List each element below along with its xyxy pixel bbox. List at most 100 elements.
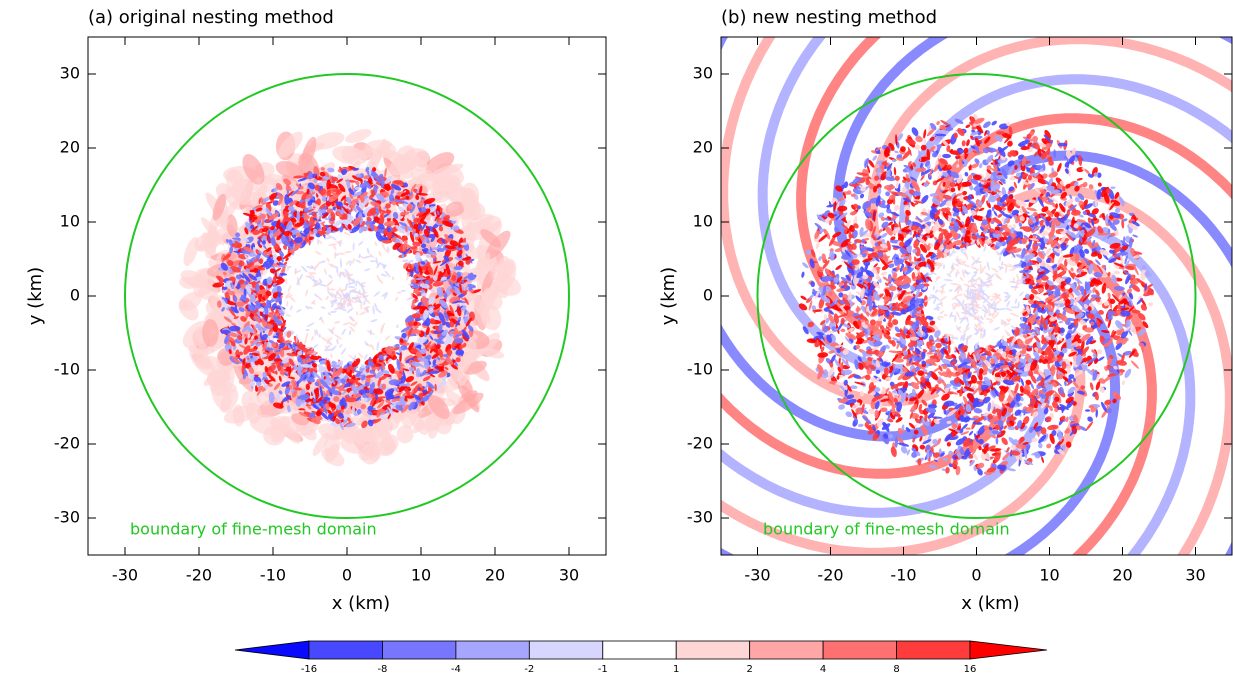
field-blob <box>370 260 376 262</box>
field-blob <box>378 250 382 256</box>
field-blob <box>286 301 288 307</box>
field-blob <box>356 311 359 316</box>
field-blob <box>348 286 355 289</box>
field-blob <box>1114 270 1121 275</box>
x-tick-label: -30 <box>112 566 138 585</box>
field-blob <box>326 257 330 262</box>
field-blob <box>366 248 370 255</box>
field-blob <box>375 307 383 314</box>
field-blob <box>1097 356 1105 362</box>
field-blob <box>1085 409 1090 412</box>
field-blob <box>364 268 371 272</box>
y-tick-label: 0 <box>70 286 80 305</box>
field-blob <box>1070 267 1074 272</box>
field-blob <box>349 330 352 335</box>
field-blob <box>305 329 310 331</box>
x-axis-label: x (km) <box>332 593 390 614</box>
x-tick-label: -10 <box>260 566 286 585</box>
field-blob <box>339 343 343 348</box>
field-blob <box>327 279 334 286</box>
field-blob <box>396 425 413 443</box>
field-blob <box>334 333 343 340</box>
field-blob <box>360 179 362 184</box>
field-blob <box>341 328 347 336</box>
field-blob <box>344 250 352 253</box>
field-blob <box>323 268 327 275</box>
y-axis-label: y (km) <box>25 267 46 325</box>
field-blob <box>334 251 337 259</box>
field-blob <box>305 332 309 338</box>
field-blob <box>370 343 376 350</box>
field-blob <box>964 172 969 177</box>
x-tick-label: 20 <box>485 566 505 585</box>
field-blob <box>310 335 314 341</box>
field-blob <box>1038 443 1043 449</box>
field-blob <box>1045 443 1052 450</box>
field-blob <box>1110 187 1115 189</box>
field-blob <box>363 300 366 305</box>
field-blob <box>397 291 402 294</box>
field-blob <box>372 305 375 315</box>
x-tick-label: -20 <box>186 566 212 585</box>
field-blob <box>370 330 372 335</box>
field-blob <box>996 437 999 445</box>
field-blob <box>304 336 308 345</box>
field-blob <box>384 335 391 341</box>
field-blob <box>376 341 380 351</box>
field-blob <box>396 324 399 329</box>
field-blob <box>340 347 347 355</box>
field-blob <box>1056 162 1063 173</box>
field <box>612 0 1233 666</box>
field-blob <box>968 430 974 436</box>
field-blob <box>286 314 292 317</box>
field-blob <box>923 129 927 139</box>
field-blob <box>289 305 293 311</box>
field-blob <box>817 352 828 358</box>
x-tick-label: 10 <box>411 566 431 585</box>
field-blob <box>965 139 970 147</box>
y-tick-label: -30 <box>54 508 80 527</box>
field-blob <box>346 307 354 314</box>
field-blob <box>296 308 302 313</box>
field-blob <box>363 354 368 361</box>
field <box>174 126 524 470</box>
x-tick-label: 0 <box>342 566 352 585</box>
field-blob <box>358 253 361 258</box>
field-blob <box>402 259 408 263</box>
field-blob <box>285 278 288 284</box>
field-blob <box>330 311 337 314</box>
field-blob <box>359 310 368 316</box>
field-blob <box>287 284 292 292</box>
field-blob <box>352 258 356 264</box>
field-blob <box>321 306 326 309</box>
field-blob <box>327 286 329 291</box>
field-blob <box>993 210 998 217</box>
field-blob <box>946 442 951 447</box>
field-blob <box>1041 456 1045 463</box>
field-blob <box>374 241 378 246</box>
field-blob <box>306 322 315 328</box>
field-blob <box>936 120 941 125</box>
field-blob <box>858 423 864 427</box>
y-tick-label: -10 <box>54 360 80 379</box>
field-blob <box>392 276 394 280</box>
field-blob <box>358 240 364 246</box>
field-blob <box>1097 182 1102 187</box>
field-blob <box>401 290 406 292</box>
panel-title: (a) original nesting method <box>88 7 334 28</box>
y-tick-label: 20 <box>60 138 80 157</box>
field-blob <box>919 444 925 449</box>
y-tick-label: -20 <box>54 434 80 453</box>
field-blob <box>979 163 983 169</box>
field-blob <box>330 353 333 358</box>
field-blob <box>336 339 339 345</box>
field-blob <box>343 322 350 325</box>
field-blob <box>421 207 427 213</box>
field-blob <box>837 403 845 410</box>
field-blob <box>305 289 309 297</box>
y-tick-label: 10 <box>60 212 80 231</box>
field-blob <box>370 318 378 322</box>
field-blob <box>1123 368 1132 379</box>
field-blob <box>229 326 241 332</box>
field-blob <box>1148 302 1153 306</box>
